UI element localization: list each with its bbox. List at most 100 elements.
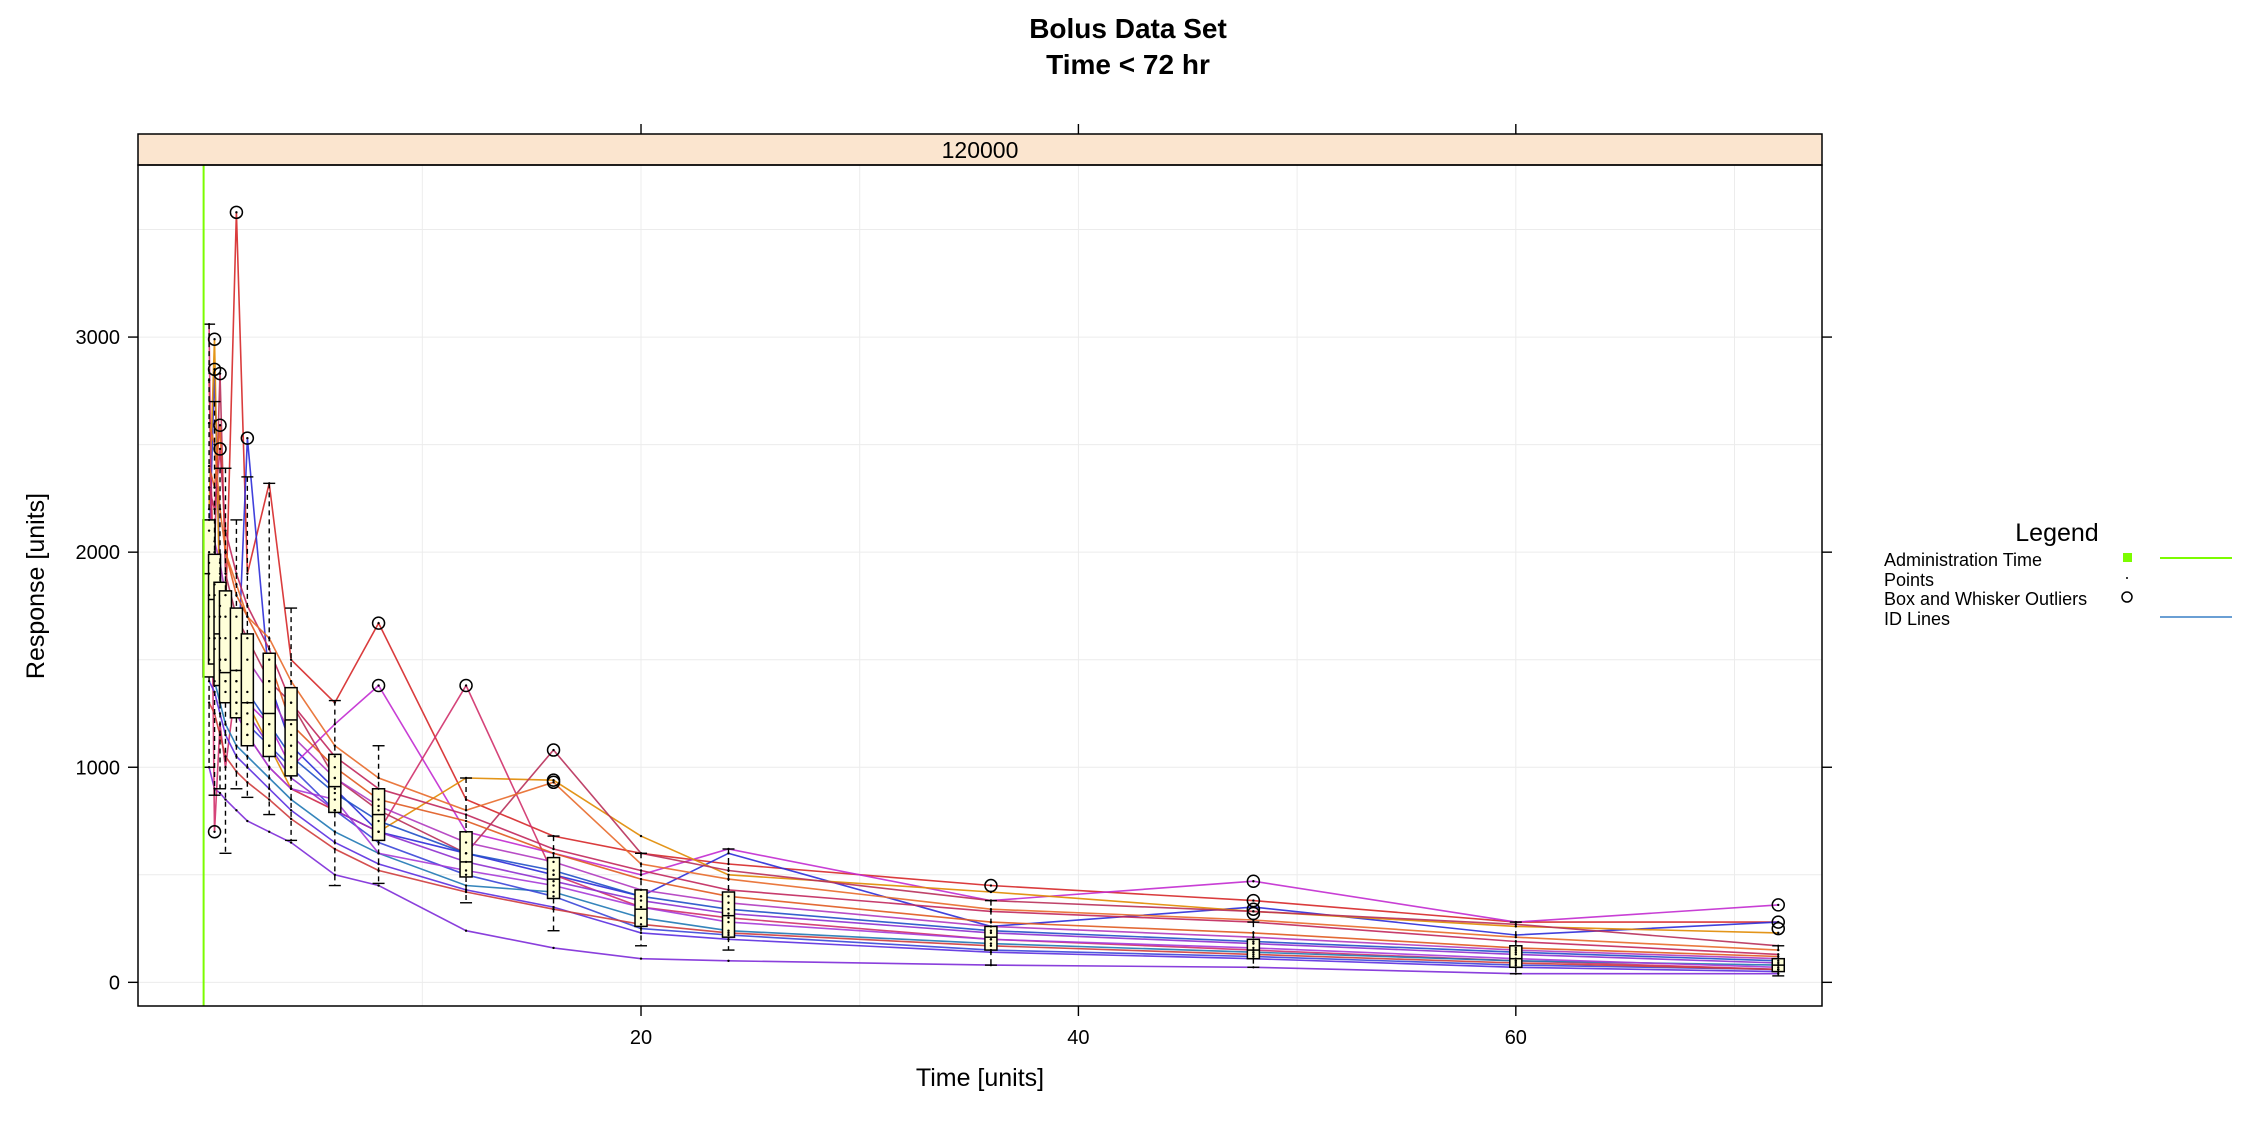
outlier-point [1246, 874, 1261, 888]
data-point [552, 946, 555, 950]
data-point [464, 809, 468, 812]
data-point [268, 636, 271, 640]
data-point [224, 529, 227, 532]
data-point [235, 744, 238, 747]
id-lines [208, 212, 1779, 975]
data-point [1777, 959, 1780, 963]
data-point [246, 690, 249, 694]
data-point [377, 798, 380, 801]
data-point [333, 830, 337, 833]
id-line-6 [208, 324, 1779, 971]
y-tick-label: 1000 [76, 757, 121, 779]
y-axis-label: Response [units] [22, 493, 50, 679]
data-point [333, 841, 337, 844]
chart-title: Bolus Data Set [1029, 13, 1227, 44]
data-point [1252, 905, 1255, 909]
data-point [246, 572, 249, 575]
data-point [213, 443, 216, 446]
data-point [289, 733, 293, 737]
data-point [639, 852, 643, 855]
data-point [235, 211, 238, 214]
data-point [1514, 957, 1518, 960]
data-point [218, 733, 222, 737]
data-point [289, 817, 293, 821]
data-point [1777, 961, 1780, 965]
data-point [207, 701, 211, 704]
outlier-point [1246, 902, 1261, 916]
data-point [224, 572, 227, 575]
id-line-12 [208, 448, 1779, 956]
id-line-17 [208, 702, 1779, 971]
data-point [552, 908, 555, 911]
data-point [989, 910, 993, 913]
data-point [207, 378, 211, 382]
data-point [333, 766, 337, 769]
data-point [268, 830, 271, 833]
box-body [328, 753, 342, 814]
legend-points-icon [2126, 577, 2128, 579]
legend-label-outliers: Box and Whisker Outliers [1884, 589, 2087, 609]
data-point [1514, 948, 1518, 952]
data-point [333, 776, 337, 780]
data-point [1777, 931, 1780, 935]
data-point [1252, 948, 1255, 952]
data-point [552, 860, 555, 864]
data-point [268, 482, 271, 485]
data-point [224, 798, 227, 801]
data-point [639, 869, 643, 872]
data-point [989, 944, 993, 947]
id-line-9 [208, 616, 1779, 971]
data-point [989, 938, 993, 941]
data-point [464, 884, 468, 887]
data-point [989, 908, 993, 911]
data-point [213, 593, 216, 597]
data-point [377, 621, 380, 625]
data-point [1777, 953, 1780, 956]
data-point [224, 766, 227, 769]
data-point [235, 701, 238, 704]
data-point [218, 701, 222, 704]
data-point [1777, 903, 1780, 907]
data-point [464, 869, 468, 872]
data-point [377, 841, 380, 844]
outlier-point [240, 431, 255, 445]
data-point [639, 834, 643, 838]
data-point [333, 723, 337, 726]
outlier-point [207, 825, 222, 839]
data-point [218, 669, 222, 672]
data-point [218, 636, 222, 640]
axis-ticks: 20 40 60 0 1000 2000 3000 [76, 124, 1832, 1049]
data-point [639, 931, 643, 935]
data-point [1514, 959, 1518, 963]
data-point [1514, 925, 1518, 928]
data-point [289, 755, 293, 758]
box-body [240, 633, 255, 747]
data-point [289, 787, 293, 790]
legend-label-administration-time: Administration Time [1884, 550, 2042, 570]
data-point [1777, 948, 1780, 952]
data-point [268, 680, 271, 683]
data-point [1777, 963, 1780, 967]
data-point [639, 916, 643, 920]
data-point [213, 338, 216, 341]
data-point [213, 690, 216, 694]
data-point [224, 658, 227, 661]
data-point [727, 847, 730, 851]
data-point [246, 781, 249, 784]
data-point [207, 636, 211, 640]
data-point [552, 847, 555, 851]
data-point [989, 942, 993, 945]
data-point [207, 615, 211, 618]
data-point [235, 636, 238, 640]
data-point [552, 778, 555, 782]
data-point [1514, 972, 1518, 975]
data-point [224, 680, 227, 683]
box-and-whisker-plots [202, 205, 1786, 977]
data-point [213, 540, 216, 543]
data-point [989, 948, 993, 952]
data-point [246, 712, 249, 715]
legend-label-id-lines: ID Lines [1884, 609, 1950, 629]
data-point [464, 798, 468, 801]
data-point [246, 755, 249, 758]
data-point [246, 766, 249, 769]
